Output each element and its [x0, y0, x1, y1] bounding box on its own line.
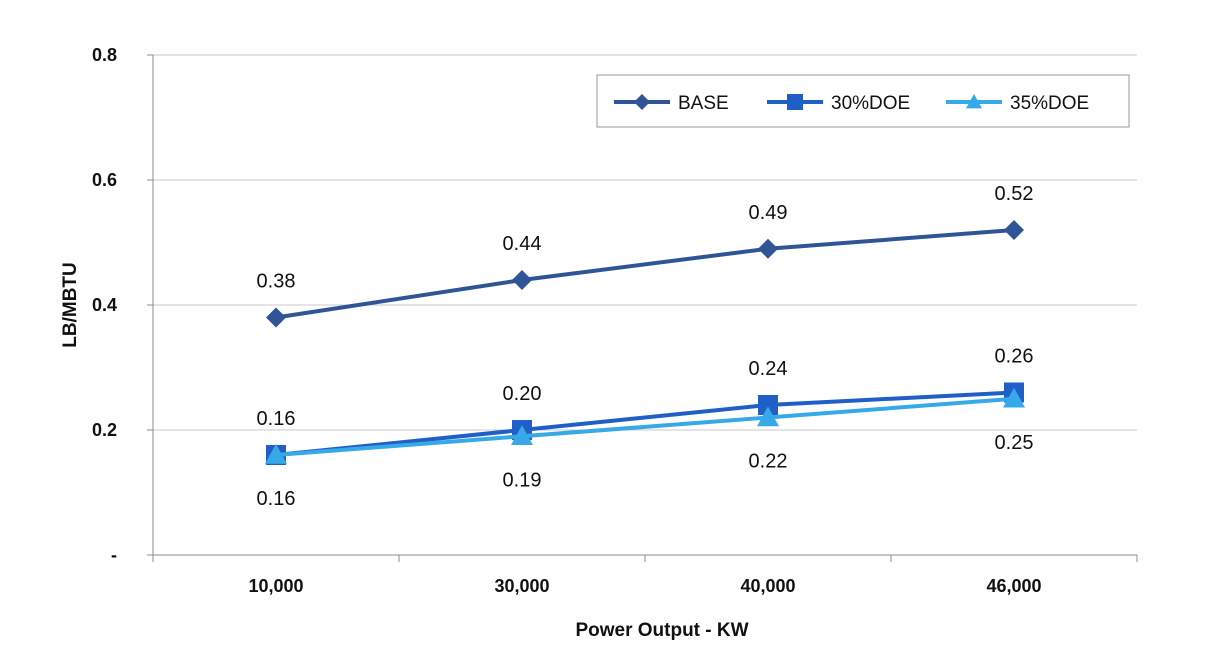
series-base — [266, 220, 1024, 328]
legend-marker-triangle — [966, 94, 982, 109]
data-labels: 0.38 0.44 0.49 0.52 0.16 0.20 0.24 0.26 0.16 0.19… — [257, 183, 1034, 510]
data-point-triangle — [265, 444, 287, 464]
y-tick-label: 0.4 — [92, 295, 117, 315]
legend-marker-diamond — [634, 94, 650, 110]
data-label: 0.19 — [503, 469, 542, 491]
data-label: 0.16 — [257, 408, 296, 430]
data-label: 0.26 — [995, 346, 1034, 368]
series-lines — [265, 220, 1025, 465]
x-tick-label: 10,000 — [248, 576, 303, 596]
data-point-diamond — [758, 238, 778, 259]
legend-entry: BASE — [614, 93, 729, 114]
y-axis-title: LB/MBTU — [60, 262, 81, 347]
data-label: 0.25 — [995, 432, 1034, 454]
series-35-doe — [265, 387, 1025, 464]
x-tick-label: 40,000 — [740, 576, 795, 596]
data-label: 0.16 — [257, 488, 296, 510]
gridlines — [153, 54, 1137, 431]
legend-label: 30%DOE — [831, 93, 910, 114]
data-point-triangle — [1003, 387, 1025, 408]
data-label: 0.20 — [503, 383, 542, 405]
data-label: 0.52 — [995, 183, 1034, 205]
data-point-triangle — [511, 425, 533, 446]
legend-label: 35%DOE — [1010, 93, 1089, 114]
x-axis-title: Power Output - KW — [575, 620, 748, 641]
axes: - 0.2 0.4 0.6 0.8 10,000 30,000 40,000 46,000 — [92, 45, 1138, 596]
series-line — [275, 228, 1015, 320]
data-label: 0.38 — [257, 271, 296, 293]
y-tick-label: 0.6 — [92, 170, 117, 190]
legend-entry: 30%DOE — [767, 93, 910, 114]
y-tick-label: 0.2 — [92, 420, 117, 440]
legend-box — [596, 74, 1130, 128]
data-label: 0.49 — [749, 202, 788, 224]
data-point-diamond — [266, 307, 286, 328]
data-point-square — [758, 395, 778, 415]
data-label: 0.44 — [503, 233, 542, 255]
legend: BASE 30%DOE 35%DOE — [596, 74, 1130, 128]
legend-label: BASE — [678, 93, 729, 114]
data-point-triangle — [757, 406, 779, 427]
series-30-doe — [266, 382, 1024, 465]
y-tick-label: 0.8 — [92, 45, 117, 65]
legend-entry: 35%DOE — [946, 93, 1089, 114]
legend-marker-square — [787, 94, 803, 110]
data-point-diamond — [1004, 220, 1024, 240]
x-tick-label: 30,000 — [494, 576, 549, 596]
y-tick-label: - — [111, 545, 117, 565]
data-point-diamond — [512, 270, 532, 290]
data-label: 0.24 — [749, 358, 788, 380]
series-line — [275, 396, 1015, 457]
data-label: 0.22 — [749, 451, 788, 473]
series-line — [275, 390, 1015, 457]
x-tick-label: 46,000 — [986, 576, 1041, 596]
